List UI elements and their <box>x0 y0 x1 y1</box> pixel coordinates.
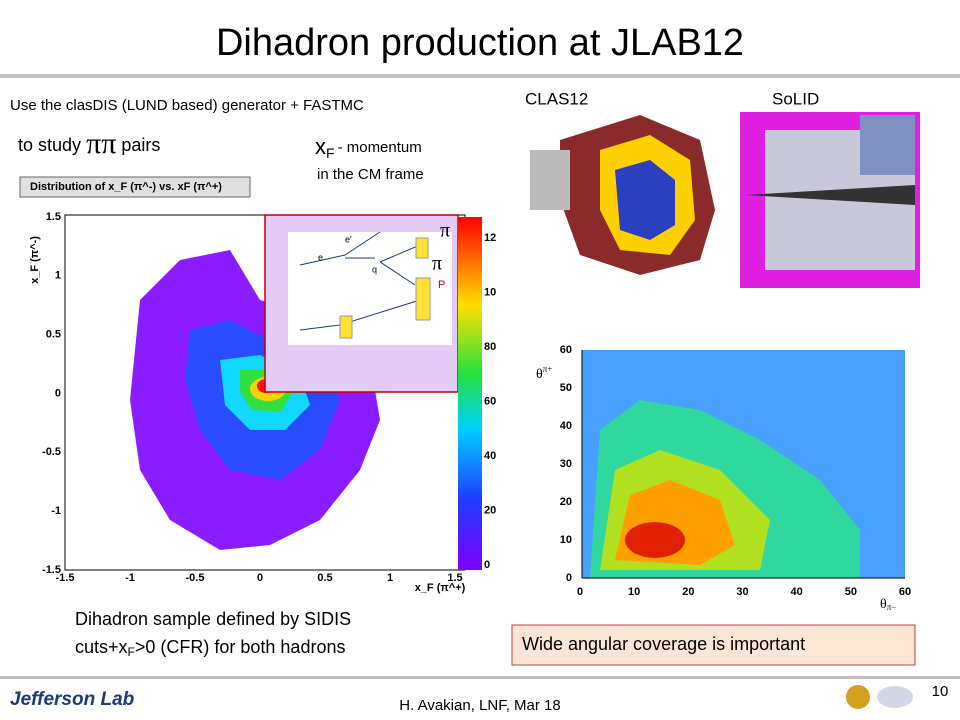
x-tick-label: -1.5 <box>56 572 75 584</box>
jsa-logo <box>877 686 913 708</box>
plot-title-box <box>19 176 251 198</box>
diagram-label: q <box>372 264 377 274</box>
x-tick-label: 20 <box>682 586 694 598</box>
y-tick-label: 1 <box>55 270 61 282</box>
y-tick-label: 10 <box>560 534 572 546</box>
note-box <box>511 624 916 666</box>
x-tick-label: 10 <box>628 586 640 598</box>
diagram-blob <box>415 237 429 259</box>
pi-label: π <box>432 253 442 275</box>
diagram-label: e <box>318 252 323 262</box>
x-tick-label: 1 <box>387 572 393 584</box>
x-tick-label: 40 <box>791 586 803 598</box>
colorbar-label: 40 <box>484 450 496 462</box>
colorbar-label: 80 <box>484 341 496 353</box>
y-axis-label: θπ+ <box>536 364 552 382</box>
diagram-label: e' <box>345 234 352 244</box>
x-tick-label: 0 <box>257 572 263 584</box>
xf-note: xF - momentum <box>315 134 422 161</box>
colorbar-label: 10 <box>484 286 496 298</box>
intro-line: Use the clasDIS (LUND based) generator +… <box>10 97 364 114</box>
xf-note: in the CM frame <box>317 166 424 183</box>
right-ticks: 60 50 40 30 20 10 00 10 20 30 40 50 60 <box>560 344 911 598</box>
plot-title: Distribution of x_F (π^-) vs. xF (π^+) <box>30 181 222 193</box>
title-rule <box>0 74 960 78</box>
pi-label: π <box>440 220 450 242</box>
detector-label: CLAS12 <box>525 89 588 108</box>
y-tick-label: 20 <box>560 496 572 508</box>
x-axis-label: x_F (π^+) <box>415 582 466 594</box>
y-tick-label: 60 <box>560 344 572 356</box>
intro-line: to study ππ pairs <box>18 127 160 160</box>
title: Dihadron production at JLAB12 <box>216 22 744 64</box>
caption: cuts+xF>0 (CFR) for both hadrons <box>75 637 345 659</box>
heat-blob <box>625 522 685 558</box>
diagram-label: P <box>438 279 445 291</box>
colorbar <box>458 217 482 570</box>
footer-rule <box>0 676 960 679</box>
x-tick-label: 50 <box>845 586 857 598</box>
solid-shape <box>745 185 915 205</box>
note: Wide angular coverage is important <box>522 634 805 654</box>
y-tick-label: 1.5 <box>46 211 61 223</box>
y-axis-label: x_F (π^-) <box>29 236 41 284</box>
y-tick-label: 0 <box>55 387 61 399</box>
x-tick-label: 1.5 <box>447 572 462 584</box>
y-tick-label: -1 <box>51 505 61 517</box>
clas12-shape <box>530 150 570 210</box>
logo: Jefferson Lab <box>10 689 135 710</box>
y-tick-label: -1.5 <box>42 564 61 576</box>
author: H. Avakian, LNF, Mar 18 <box>399 697 560 714</box>
x-tick-label: -0.5 <box>186 572 205 584</box>
x-tick-label: 0 <box>577 586 583 598</box>
colorbar-label: 12 <box>484 232 496 244</box>
left-ticks: 1.5 1 0.5 0 -0.5 -1 -1.5-1.5 -1 -0.5 0 0.5 1 1.5 12 10… <box>42 211 496 584</box>
x-axis-label: θπ− <box>880 597 896 612</box>
lab-logo <box>846 685 870 709</box>
solid-shape <box>860 115 915 175</box>
x-tick-label: 0.5 <box>317 572 332 584</box>
x-tick-label: 30 <box>736 586 748 598</box>
y-tick-label: 30 <box>560 458 572 470</box>
y-tick-label: 50 <box>560 382 572 394</box>
x-tick-label: -1 <box>125 572 135 584</box>
clas12-shape <box>615 160 675 240</box>
y-tick-label: 40 <box>560 420 572 432</box>
diagram-blob <box>415 277 431 321</box>
page-number: 10 <box>932 683 949 700</box>
colorbar-label: 0 <box>484 559 490 571</box>
diagram-lines <box>299 231 421 331</box>
diagram-blob <box>339 315 353 339</box>
x-tick-label: 60 <box>899 586 911 598</box>
y-tick-label: 0 <box>566 572 572 584</box>
y-tick-label: -0.5 <box>42 446 61 458</box>
colorbar-label: 60 <box>484 395 496 407</box>
y-tick-label: 0.5 <box>46 329 61 341</box>
colorbar-label: 20 <box>484 504 496 516</box>
caption: Dihadron sample defined by SIDIS <box>75 609 351 629</box>
detector-label: SoLID <box>772 89 819 108</box>
